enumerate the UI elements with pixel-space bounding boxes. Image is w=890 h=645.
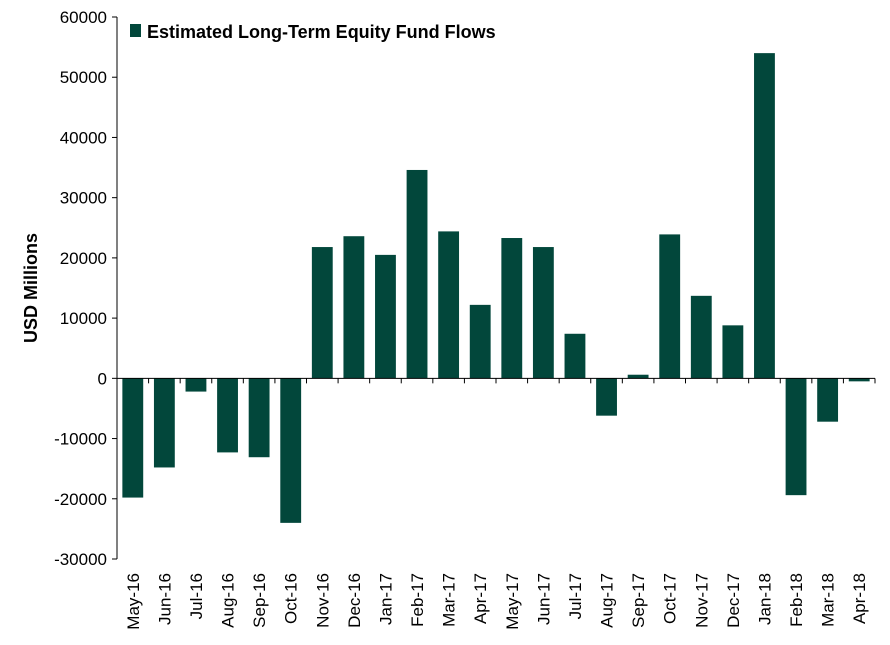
x-tick-label: Sep-17 [629, 573, 648, 628]
bar-may-17 [501, 238, 523, 379]
x-tick-label: Aug-16 [219, 573, 238, 628]
x-tick-label: May-16 [124, 573, 143, 630]
y-ticks: 60000 50000 40000 30000 20000 10000 0 -10000 -20… [54, 8, 117, 569]
x-tick-label: Dec-17 [724, 573, 743, 628]
bar-sep-17 [627, 374, 649, 379]
bar-aug-17 [596, 378, 617, 416]
x-tick-label: Oct-16 [282, 573, 301, 624]
bar-jul-16 [185, 378, 207, 392]
bar-jun-17 [532, 247, 554, 379]
x-tick-label: Feb-17 [408, 573, 427, 627]
x-tick-label: Jun-16 [155, 573, 174, 625]
y-axis-label: USD Millions [21, 233, 41, 343]
x-tick-label: May-17 [503, 573, 522, 630]
x-tick-label: Apr-18 [850, 573, 869, 624]
x-tick-label: Feb-18 [787, 573, 806, 627]
bar-jul-17 [564, 333, 586, 379]
y-tick-label: 50000 [60, 68, 107, 87]
bar-dec-16 [343, 236, 365, 379]
bar-nov-16 [311, 247, 333, 379]
legend: Estimated Long-Term Equity Fund Flows [130, 22, 496, 42]
y-tick-label: -10000 [54, 430, 107, 449]
x-tick-label: Nov-17 [692, 573, 711, 628]
bar-may-16 [122, 378, 144, 498]
y-tick-label: 30000 [60, 189, 107, 208]
x-tick-label: Mar-18 [819, 573, 838, 627]
x-tick-label: Jun-17 [534, 573, 553, 625]
x-tick-label: Jan-18 [755, 573, 774, 625]
y-tick-label: 40000 [60, 128, 107, 147]
x-tick-label: Jul-17 [566, 573, 585, 619]
bar-mar-18 [817, 378, 839, 422]
bar-jan-17 [375, 254, 396, 379]
bars [122, 53, 870, 523]
bar-aug-16 [217, 378, 238, 453]
bar-dec-17 [722, 325, 744, 379]
bar-jan-18 [754, 53, 775, 379]
bar-mar-17 [438, 231, 460, 379]
x-tick-label: Dec-16 [345, 573, 364, 628]
x-ticks: May-16 Jun-16 Jul-16 Aug-16 Sep-16 Oct-16 Nov-… [116, 378, 876, 630]
bar-oct-17 [659, 234, 681, 379]
bar-apr-18 [848, 378, 870, 382]
y-tick-label: -20000 [54, 490, 107, 509]
y-tick-label: -30000 [54, 550, 107, 569]
bar-sep-16 [248, 378, 270, 458]
legend-swatch [130, 24, 141, 37]
x-tick-label: Jan-17 [376, 573, 395, 625]
x-tick-label: Oct-17 [661, 573, 680, 624]
x-tick-label: Sep-16 [250, 573, 269, 628]
bar-apr-17 [469, 304, 491, 379]
y-tick-label: 0 [98, 369, 107, 388]
x-tick-label: Apr-17 [471, 573, 490, 624]
bar-feb-18 [785, 378, 807, 496]
x-tick-label: Aug-17 [598, 573, 617, 628]
bar-feb-17 [406, 169, 428, 379]
x-tick-label: Jul-16 [187, 573, 206, 619]
legend-label: Estimated Long-Term Equity Fund Flows [147, 22, 496, 42]
x-tick-label: Mar-17 [440, 573, 459, 627]
y-tick-label: 20000 [60, 249, 107, 268]
bar-oct-16 [280, 378, 302, 523]
y-tick-label: 60000 [60, 8, 107, 27]
x-tick-label: Nov-16 [313, 573, 332, 628]
bar-nov-17 [690, 295, 712, 379]
bar-jun-16 [153, 378, 175, 468]
y-tick-label: 10000 [60, 309, 107, 328]
